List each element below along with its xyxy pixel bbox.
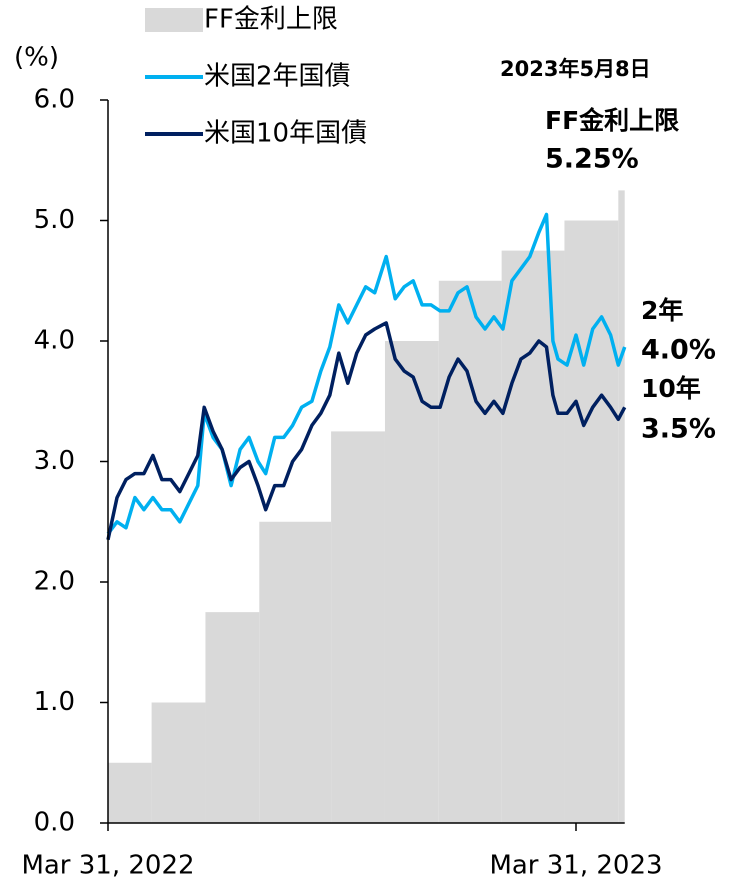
y-tick-label: 4.0 [34, 326, 75, 356]
rate-step [501, 250, 565, 823]
rate-step [384, 341, 439, 823]
rate-step [438, 280, 502, 823]
annotation: FF金利上限 [545, 106, 679, 135]
rate-step [259, 521, 332, 823]
legend-label: FF金利上限 [204, 5, 338, 35]
yield-line [106, 212, 627, 535]
rate-step [205, 612, 260, 823]
y-tick-label: 3.0 [34, 446, 75, 476]
annotation: 2023年5月8日 [500, 57, 651, 81]
annotation: 4.0% [641, 335, 716, 366]
rate-step [564, 220, 619, 823]
legend-label: 米国2年国債 [204, 62, 351, 92]
x-tick-label: Mar 31, 2023 [489, 851, 662, 881]
y-tick-label: 5.0 [34, 205, 75, 235]
annotation: 2年 [641, 296, 683, 325]
rate-step [618, 190, 625, 823]
y-axis-unit: (%) [14, 43, 59, 73]
y-tick-label: 6.0 [34, 85, 75, 115]
legend-label: 米国10年国債 [204, 119, 367, 149]
annotation: 5.25% [545, 144, 639, 175]
annotation: 3.5% [641, 414, 716, 445]
rate-step [151, 702, 206, 823]
rate-step [108, 762, 152, 823]
x-tick-label: Mar 31, 2022 [21, 851, 194, 881]
y-tick-label: 2.0 [34, 567, 75, 597]
legend-swatch [145, 8, 203, 32]
y-tick-label: 1.0 [34, 687, 75, 717]
annotation: 10年 [641, 374, 701, 403]
y-tick-label: 0.0 [34, 808, 75, 838]
rate-step [331, 431, 385, 823]
yield-line [106, 321, 627, 541]
